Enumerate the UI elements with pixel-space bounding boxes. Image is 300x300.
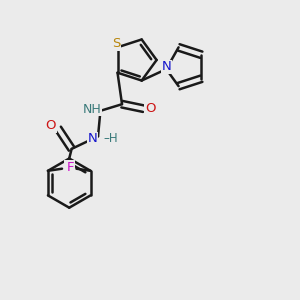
Text: –H: –H — [103, 132, 118, 145]
Text: S: S — [112, 37, 120, 50]
Text: O: O — [145, 102, 155, 115]
Text: N: N — [161, 60, 171, 73]
Text: N: N — [88, 132, 98, 145]
Text: O: O — [45, 119, 56, 132]
Text: NH: NH — [83, 103, 101, 116]
Text: F: F — [67, 161, 74, 174]
Text: F: F — [64, 161, 72, 174]
